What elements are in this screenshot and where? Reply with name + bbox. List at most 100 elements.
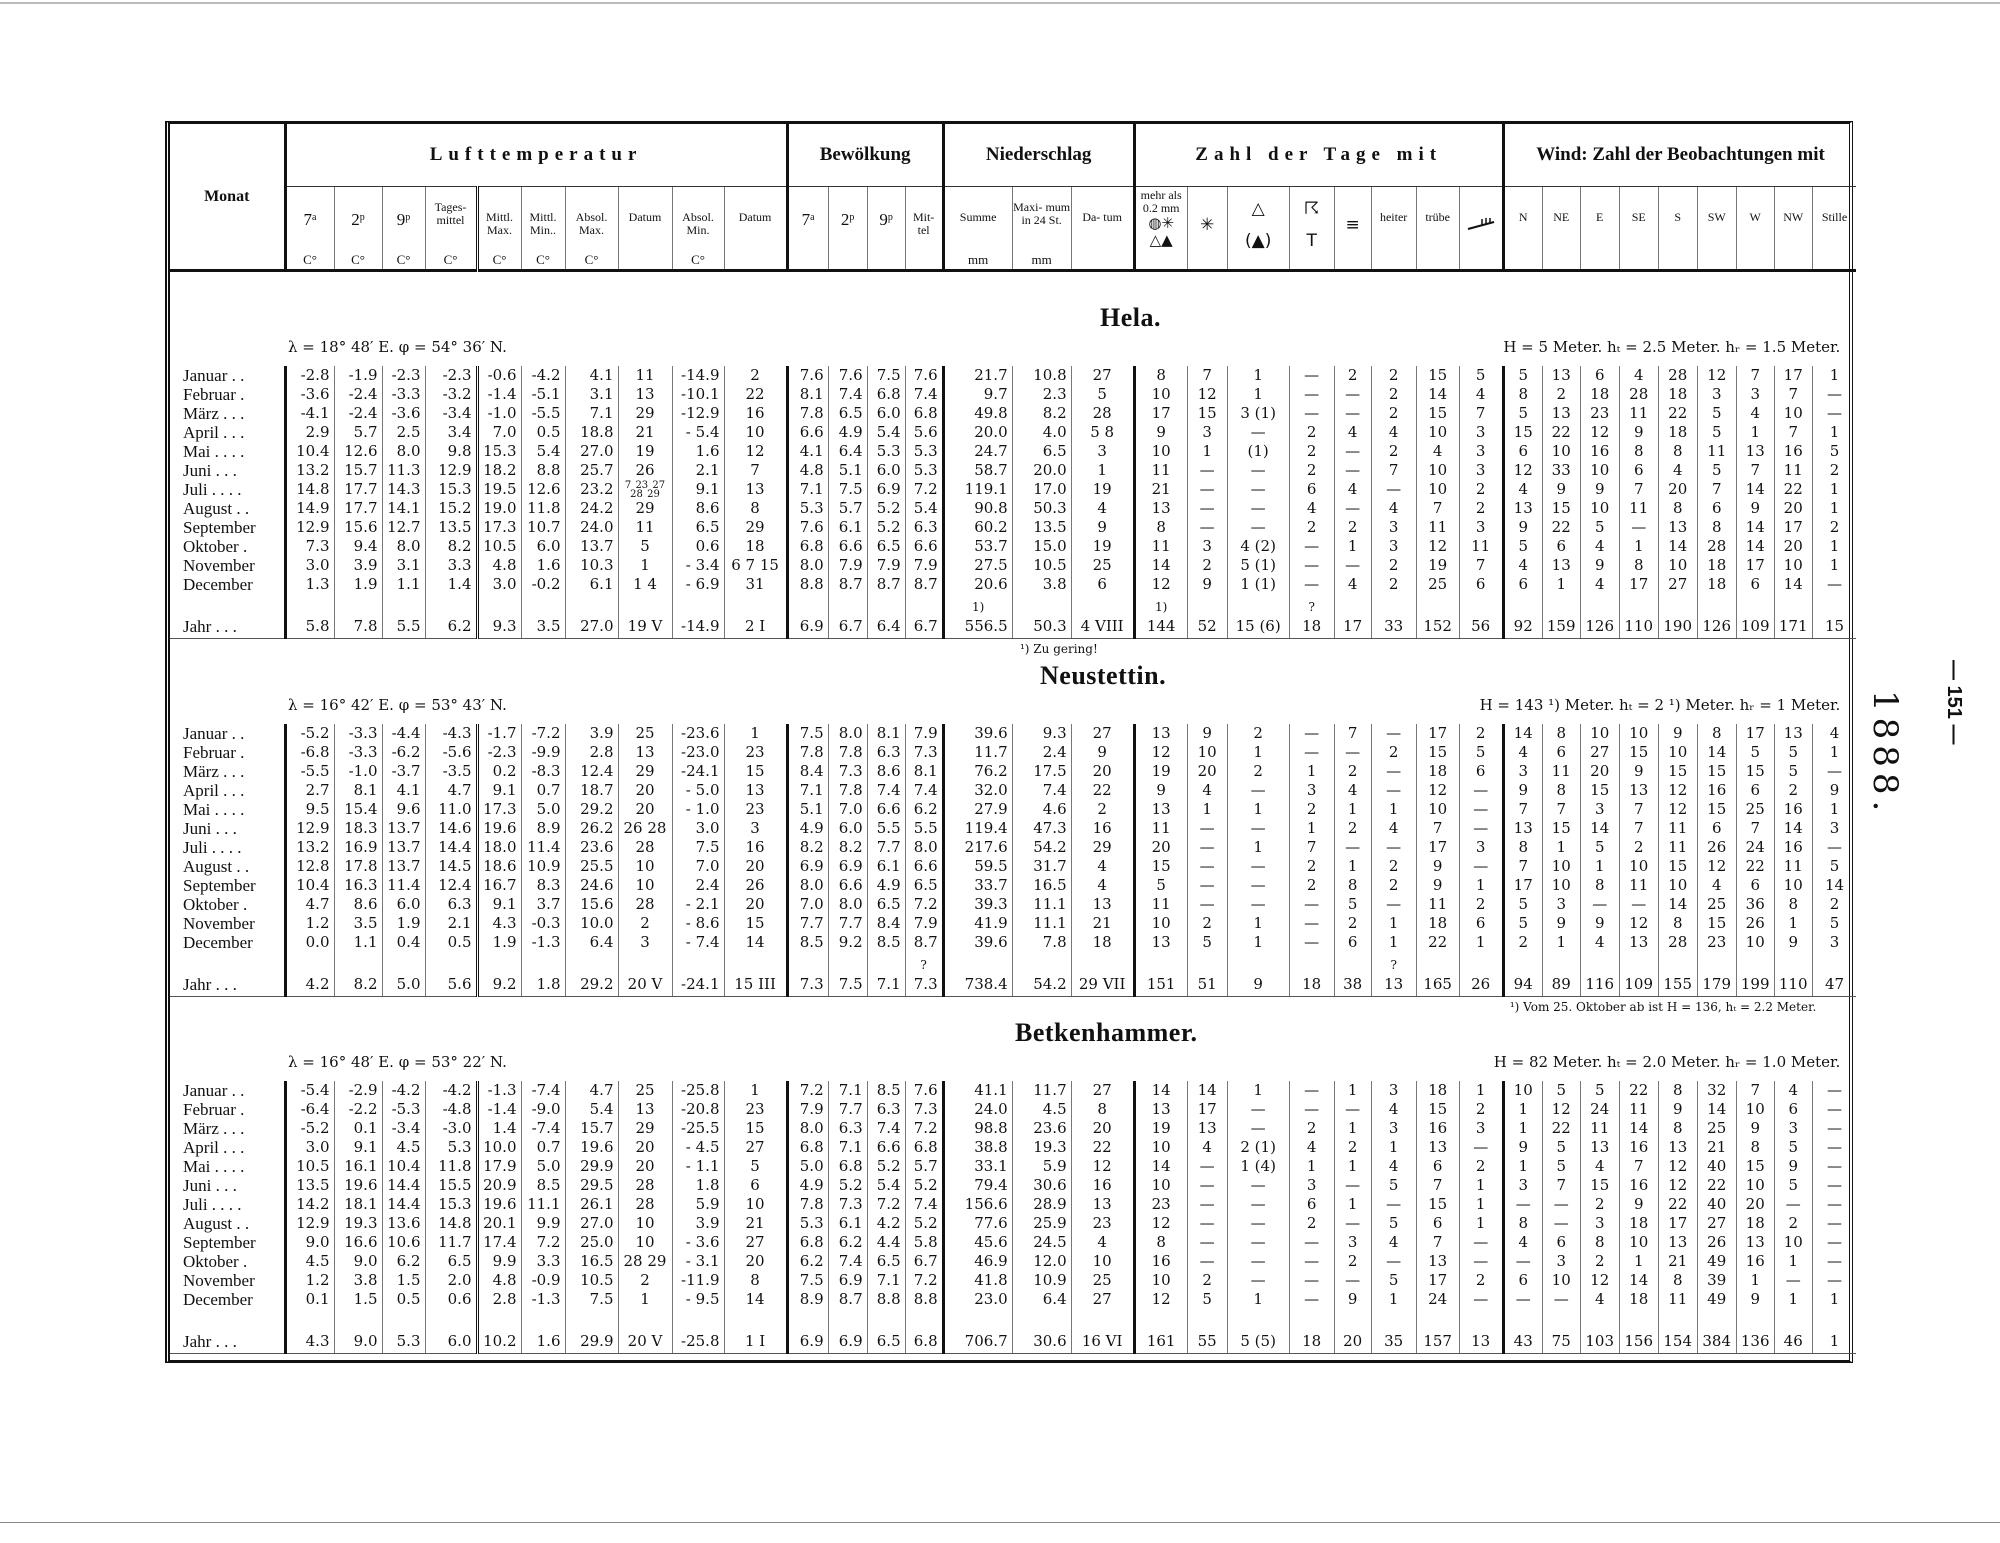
cell: 7: [1459, 556, 1505, 575]
cell: 4.5: [285, 1252, 335, 1271]
cell: 19: [618, 442, 673, 461]
cell: 4: [1071, 499, 1136, 518]
cell: 6.3: [425, 895, 479, 914]
cell: 13: [1503, 499, 1543, 518]
cell: —: [1542, 1290, 1581, 1309]
cell: [1736, 952, 1775, 972]
cell: 9.2: [828, 933, 868, 952]
cell: —: [1827, 1119, 1843, 1137]
cell: 15: [1736, 762, 1775, 781]
cell: 3: [1503, 1176, 1543, 1195]
cell: 5.5: [905, 819, 945, 838]
cell: 10: [1619, 857, 1659, 876]
cell: -5.6: [425, 743, 479, 762]
cell: 41.8: [943, 1271, 1013, 1290]
cell: 9: [1134, 423, 1188, 442]
cell: 2: [1371, 556, 1417, 575]
cell: 171: [1774, 614, 1813, 639]
cell: 7.5: [565, 1290, 619, 1309]
cell: 20: [1658, 480, 1698, 499]
cell: 1: [1227, 366, 1290, 385]
cell: 10.2: [477, 1329, 522, 1354]
cell: 5.0: [787, 1157, 829, 1176]
cell: —: [1227, 1233, 1290, 1252]
thunderstorm-icon-variant: T: [1306, 231, 1317, 251]
cell: 3: [1580, 1214, 1620, 1233]
cell: —: [1289, 895, 1335, 914]
cell: 12.8: [285, 857, 335, 876]
cell: 3: [1459, 423, 1505, 442]
cell: 1: [1829, 499, 1840, 517]
column-header-text: Summe: [959, 210, 997, 224]
cell: 15.2: [425, 499, 479, 518]
data-table: Monat Lufttemperatur Bewölkung Niederschlag…: [170, 124, 1857, 1360]
column-header-label: W: [1737, 211, 1774, 224]
month-label: Juli . . . .: [170, 838, 287, 857]
cell: 9.8: [425, 442, 479, 461]
cell: 25.7: [565, 461, 619, 480]
cell: 13: [1416, 1138, 1460, 1157]
month-row: August . . 12.8 17.8 13.7 14.5 18.6 10.9 25.5 10…: [170, 857, 1856, 876]
cell: 12: [724, 442, 789, 461]
cell: —: [1187, 876, 1228, 895]
column-header: ≡: [1334, 186, 1372, 272]
cell: 1: [1371, 933, 1417, 952]
cell: 16: [1134, 1252, 1188, 1271]
month-row: September 9.0 16.6 10.6 11.7 17.4 7.2 25.0 10- 3…: [170, 1233, 1856, 1252]
month-row: März . . . -5.2 0.1 -3.4 -3.0 1.4 -7.4 15.7 29 -2…: [170, 1119, 1856, 1138]
cell: 6.6: [905, 857, 945, 876]
cell: -3.0: [425, 1119, 479, 1138]
cell: 13: [1736, 1233, 1775, 1252]
cell: 19.6: [477, 819, 522, 838]
column-header-text: 7: [801, 210, 811, 229]
cell: 20: [724, 895, 789, 914]
cell: 23: [1134, 1195, 1188, 1214]
cell: 10.5: [1012, 556, 1072, 575]
column-header-text: Tages- mittel: [434, 200, 467, 227]
cell: 13: [1658, 518, 1698, 537]
cell: 5.2: [867, 518, 906, 537]
cell: —: [1227, 499, 1290, 518]
cell: 5.7: [905, 1157, 945, 1176]
cell: 6.5: [867, 1329, 906, 1354]
column-header-text: 2: [840, 210, 850, 229]
cell: 15: [1542, 819, 1581, 838]
month-label: Oktober .: [170, 895, 287, 914]
cell: 9: [1071, 743, 1136, 762]
month-row: Januar . . -2.8 -1.9 -2.3 -2.3 -0.6 -4.2 4.1 11-…: [170, 366, 1856, 385]
cell: 2: [1459, 724, 1505, 743]
column-header: Da- tum: [1071, 186, 1136, 272]
cell: 15: [1134, 857, 1188, 876]
cell: 28: [618, 895, 673, 914]
unit-label: C°: [303, 252, 317, 267]
cell: 9.1: [334, 1138, 383, 1157]
cell: 6.0: [867, 404, 906, 423]
cell: 6.3: [828, 1119, 868, 1138]
cell: 6.0: [382, 895, 426, 914]
cell: 6.4: [828, 442, 868, 461]
cell: 15: [1503, 423, 1543, 442]
cell: 10: [1736, 1100, 1775, 1119]
cell: —: [1503, 1290, 1543, 1309]
cell: [1658, 594, 1698, 614]
cell: 11: [1774, 461, 1813, 480]
cell: 5.5: [382, 614, 426, 639]
cell: 14.2: [285, 1195, 335, 1214]
cell: 15: [1187, 404, 1228, 423]
cell: 8.0: [787, 876, 829, 895]
cell: 10: [618, 876, 673, 895]
cell: 29: [618, 762, 673, 781]
unit-label: C°: [443, 252, 458, 267]
cell: 12: [1619, 914, 1659, 933]
cell: 77.6: [943, 1214, 1013, 1233]
cell: —: [1459, 819, 1505, 838]
column-header: 2p: [828, 186, 868, 272]
cell: 26: [724, 876, 789, 895]
cell: 13.7: [382, 838, 426, 857]
cell: —: [1827, 1081, 1843, 1099]
cell: 1: [1227, 1290, 1290, 1309]
cell: 20: [724, 1252, 789, 1271]
cell: 4: [1371, 1157, 1417, 1176]
cell: 19: [1134, 1119, 1188, 1138]
cell: —: [1289, 743, 1335, 762]
